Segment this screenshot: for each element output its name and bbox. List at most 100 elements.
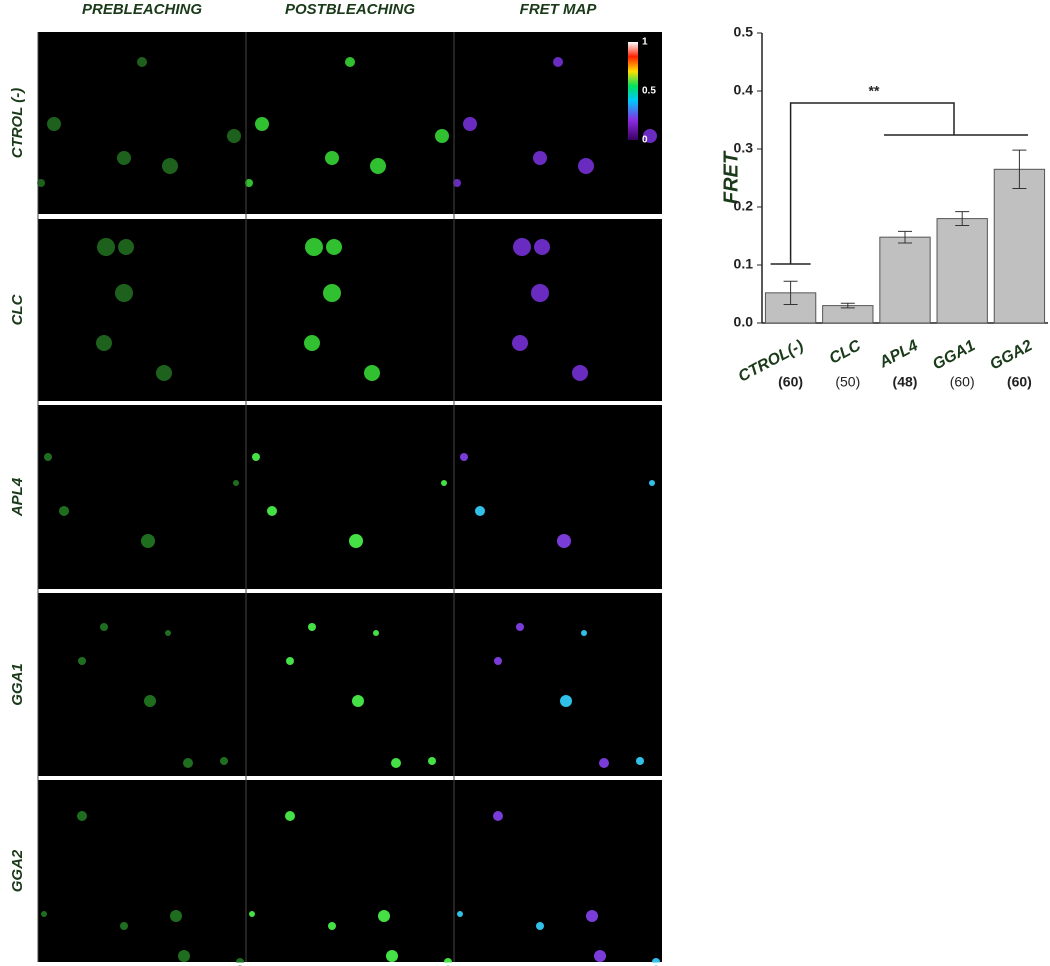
cell: [494, 657, 502, 665]
cell: [77, 811, 87, 821]
cell: [643, 129, 657, 143]
cell: [233, 480, 239, 486]
cell: [220, 757, 228, 765]
row-label: GGA1: [9, 663, 26, 706]
cell: [96, 335, 112, 351]
error-bar: [955, 211, 970, 227]
cell: [170, 910, 182, 922]
colorbar-tick-label: 1: [642, 37, 648, 48]
colorbar-tick-label: 0: [642, 135, 648, 146]
sample-size: (60): [1007, 374, 1032, 390]
significance-bracket: [770, 102, 1028, 265]
sample-size: (48): [893, 374, 918, 390]
cell: [578, 158, 594, 174]
cell: [493, 811, 503, 821]
row-label: APL4: [9, 477, 26, 517]
error-bar: [1012, 149, 1027, 189]
micrograph: [454, 219, 662, 401]
cell: [255, 117, 269, 131]
cell: [78, 657, 86, 665]
cell: [557, 534, 571, 548]
micrograph: [454, 780, 662, 962]
cell: [47, 117, 61, 131]
y-axis-title: FRET: [720, 150, 742, 204]
micrograph: [38, 593, 246, 776]
micrograph: [246, 405, 454, 589]
row-label: CLC: [9, 293, 26, 325]
micrograph: [246, 593, 454, 776]
y-tick-label: 0.0: [734, 314, 754, 330]
cell: [378, 910, 390, 922]
cell: [536, 922, 544, 930]
cell: [636, 757, 644, 765]
cell: [326, 239, 342, 255]
cell: [141, 534, 155, 548]
y-tick-label: 0.3: [734, 140, 754, 156]
cell: [364, 365, 380, 381]
cell: [649, 480, 655, 486]
error-bar: [840, 302, 855, 309]
cell: [553, 57, 563, 67]
cell: [586, 910, 598, 922]
cell: [533, 151, 547, 165]
cell: [325, 151, 339, 165]
cell: [328, 922, 336, 930]
significance-label: **: [869, 83, 880, 99]
x-tick-label: GGA1: [930, 337, 978, 373]
cell: [391, 758, 401, 768]
cell: [183, 758, 193, 768]
cell: [165, 630, 171, 636]
cell: [373, 630, 379, 636]
error-bar: [783, 280, 798, 305]
sample-size: (50): [835, 374, 860, 390]
cell: [267, 506, 277, 516]
y-tick-label: 0.1: [734, 256, 754, 272]
cell: [441, 480, 447, 486]
cell: [453, 179, 461, 187]
cell: [249, 911, 255, 917]
micrograph: [38, 405, 246, 589]
cell: [37, 179, 45, 187]
cell: [115, 284, 133, 302]
cell: [428, 757, 436, 765]
micrograph: [38, 219, 246, 401]
cell: [463, 117, 477, 131]
cell: [286, 657, 294, 665]
micrograph: [246, 219, 454, 401]
x-tick-label: CLC: [827, 337, 864, 368]
cell: [59, 506, 69, 516]
bar: [879, 236, 931, 324]
cell: [162, 158, 178, 174]
cell: [120, 922, 128, 930]
sample-size: (60): [950, 374, 975, 390]
cell: [534, 239, 550, 255]
cell: [572, 365, 588, 381]
cell: [370, 158, 386, 174]
cell: [305, 238, 323, 256]
cell: [460, 453, 468, 461]
micrograph: [246, 780, 454, 962]
micrograph: [454, 405, 662, 589]
sample-size: (60): [778, 374, 803, 390]
y-tick-label: 0.5: [734, 24, 754, 40]
column-header: PREBLEACHING: [82, 1, 202, 18]
cell: [512, 335, 528, 351]
micrograph: [454, 593, 662, 776]
cell: [178, 950, 190, 962]
cell: [97, 238, 115, 256]
cell: [475, 506, 485, 516]
cell: [245, 179, 253, 187]
cell: [117, 151, 131, 165]
bar: [936, 218, 988, 324]
x-tick-label: GGA2: [987, 337, 1035, 373]
cell: [581, 630, 587, 636]
cell: [118, 239, 134, 255]
cell: [560, 695, 572, 707]
y-tick-label: 0.2: [734, 198, 754, 214]
micrographs: [37, 32, 662, 966]
cell: [308, 623, 316, 631]
x-tick-label: APL4: [876, 337, 921, 372]
error-bar: [898, 230, 912, 244]
cell: [41, 911, 47, 917]
